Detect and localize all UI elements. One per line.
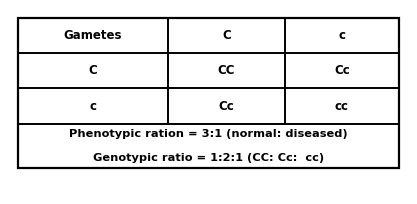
Text: Genotypic ratio = 1:2:1 (CC: Cc:  cc): Genotypic ratio = 1:2:1 (CC: Cc: cc) bbox=[93, 153, 324, 163]
Text: c: c bbox=[90, 100, 96, 112]
Text: Cc: Cc bbox=[219, 100, 234, 112]
Bar bbox=[18, 18, 399, 168]
Text: c: c bbox=[339, 29, 346, 42]
Text: Cc: Cc bbox=[334, 64, 350, 77]
Text: C: C bbox=[222, 29, 231, 42]
Text: C: C bbox=[89, 64, 98, 77]
Text: cc: cc bbox=[335, 100, 349, 112]
Text: CC: CC bbox=[218, 64, 235, 77]
Text: Gametes: Gametes bbox=[64, 29, 122, 42]
Text: Phenotypic ration = 3:1 (normal: diseased): Phenotypic ration = 3:1 (normal: disease… bbox=[69, 129, 348, 139]
